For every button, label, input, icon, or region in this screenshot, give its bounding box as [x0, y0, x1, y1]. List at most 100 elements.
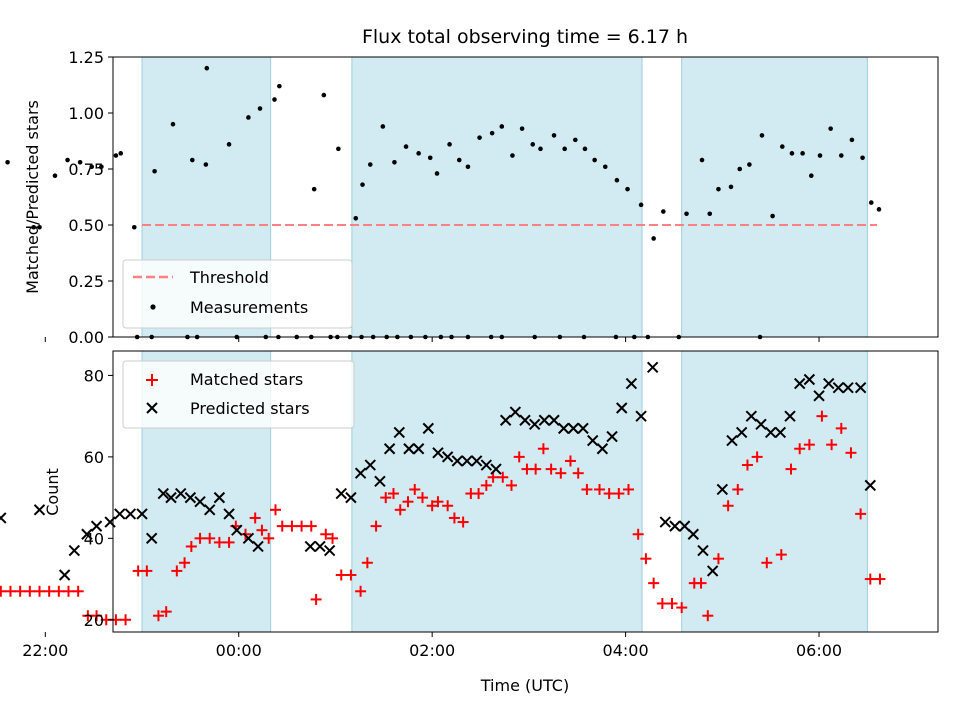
matched-star-point: [63, 585, 75, 597]
matched-star-point: [656, 597, 668, 609]
legend-predicted-label: Predicted stars: [190, 399, 310, 418]
measurement-point: [226, 142, 232, 147]
top-legend: Threshold Measurements: [122, 259, 353, 329]
predicted-star-point: [764, 426, 777, 439]
measurement-point: [716, 186, 721, 192]
measurement-point: [779, 144, 785, 149]
predicted-star-stroke: [441, 451, 454, 463]
predicted-star-stroke: [646, 361, 659, 373]
bottom-y-tick-label: 80: [84, 366, 104, 385]
matched-star-point: [120, 614, 132, 626]
predicted-star-point: [823, 377, 835, 390]
predicted-star-stroke: [354, 467, 367, 479]
measurement-point: [65, 157, 70, 163]
predicted-star-stroke: [716, 483, 729, 496]
predicted-star-point: [323, 544, 336, 557]
matched-star-point: [761, 557, 773, 569]
matched-star-point: [826, 439, 838, 451]
predicted-star-stroke: [774, 426, 787, 439]
predicted-star-point: [194, 495, 206, 508]
measurement-point: [789, 151, 795, 156]
measurement-point: [684, 211, 689, 217]
predicted-star-point: [745, 410, 758, 422]
matched-star-point: [572, 467, 584, 479]
predicted-star-point: [854, 381, 867, 394]
predicted-star-stroke: [174, 487, 187, 500]
measurement-point: [489, 130, 495, 136]
predicted-star-stroke: [194, 495, 206, 508]
measurement-point: [52, 173, 58, 179]
chart-title: Flux total observing time = 6.17 h: [362, 26, 688, 48]
predicted-star-point: [587, 434, 599, 447]
predicted-star-stroke: [803, 373, 816, 386]
predicted-star-stroke: [548, 414, 560, 426]
bottom-y-axis-label: Count: [43, 468, 62, 516]
predicted-star-point: [755, 418, 767, 431]
predicted-star-stroke: [432, 447, 444, 459]
matched-star-point: [695, 577, 707, 589]
matched-star-point: [632, 528, 644, 540]
matched-star-point: [361, 557, 373, 569]
measurement-point: [538, 146, 543, 152]
measurement-point: [519, 126, 525, 131]
measurement-point: [392, 159, 397, 165]
predicted-star-stroke: [793, 377, 806, 390]
measurement-point: [551, 133, 557, 138]
measurement-point: [118, 151, 124, 156]
matched-star-point: [402, 496, 414, 508]
matched-star-point: [480, 479, 492, 491]
predicted-star-stroke: [499, 414, 512, 426]
predicted-star-point: [864, 479, 877, 492]
measurement-point: [131, 224, 137, 230]
matched-star-point: [545, 463, 557, 475]
predicted-star-point: [383, 443, 396, 455]
predicted-star-point: [412, 443, 425, 455]
predicted-star-stroke: [213, 491, 226, 504]
predicted-star-point: [364, 459, 376, 471]
predicted-star-stroke: [0, 512, 7, 521]
predicted-star-point: [136, 508, 148, 520]
predicted-star-stroke: [383, 443, 396, 455]
measurement-point: [699, 157, 705, 163]
matched-star-point: [722, 500, 734, 512]
matched-star-point: [91, 610, 103, 622]
matched-star-point: [33, 585, 45, 597]
predicted-star-point: [606, 430, 618, 443]
predicted-star-stroke: [528, 418, 541, 431]
predicted-star-point: [793, 377, 806, 390]
matched-star-point: [505, 479, 517, 491]
matched-star-point: [355, 585, 367, 597]
top-panel: 0.00 0.25 0.50 0.75 1.00 1.25 Matched/Predict…: [5, 48, 939, 347]
measurement-point: [530, 142, 536, 147]
predicted-star-stroke: [451, 455, 464, 467]
predicted-star-stroke: [165, 491, 177, 504]
matched-star-point: [256, 524, 268, 536]
predicted-star-point: [335, 487, 347, 500]
measurement-point: [311, 186, 317, 192]
predicted-star-point: [304, 540, 317, 553]
predicted-star-stroke: [509, 406, 522, 418]
predicted-star-point: [0, 512, 7, 524]
measurement-point: [770, 213, 775, 219]
matched-star-point: [555, 467, 567, 479]
measurement-point: [190, 157, 195, 163]
matched-star-point: [160, 606, 172, 618]
measurement-point: [353, 215, 359, 221]
predicted-star-point: [393, 426, 405, 439]
matched-star-point: [276, 520, 288, 532]
bottom-plot-frame: [112, 350, 939, 633]
predicted-star-point: [577, 422, 589, 435]
matched-star-point: [249, 512, 261, 524]
predicted-star-point: [519, 414, 531, 426]
measurement-point: [638, 202, 644, 208]
measurement-point: [456, 157, 462, 163]
legend-threshold-label: Threshold: [189, 268, 269, 287]
predicted-star-point: [174, 487, 187, 500]
predicted-star-stroke: [90, 520, 103, 532]
x-tick-label: 06:00: [796, 641, 842, 660]
predicted-star-stroke: [823, 377, 835, 390]
x-tick-label: 04:00: [603, 641, 649, 660]
matched-star-point: [785, 463, 797, 475]
predicted-star-stroke: [687, 528, 700, 540]
matched-star-point: [152, 610, 164, 622]
